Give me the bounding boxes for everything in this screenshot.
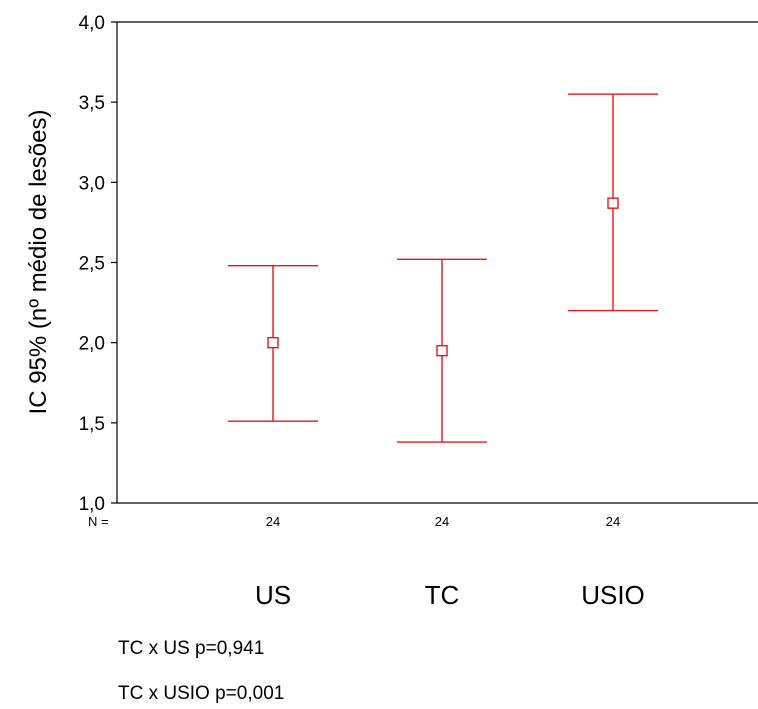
mean-marker [267,336,279,349]
n-value: 24 [266,514,280,529]
p-value-note-2: TC x USIO p=0,001 [118,683,285,704]
y-tick-label: 2,5 [79,254,105,275]
y-tick-label: 3,5 [79,93,105,114]
mean-marker [436,344,448,357]
p-value-note-1: TC x US p=0,941 [118,638,265,659]
error-bar-us [228,265,318,422]
y-tick-label: 3,0 [79,173,105,194]
n-value: 24 [606,514,620,529]
y-tick-label: 1,5 [79,414,105,435]
n-value: 24 [435,514,449,529]
category-label-us: US [255,580,291,610]
n-label: N = [88,514,109,529]
y-tick-label: 1,0 [79,494,105,515]
y-tick-label: 4,0 [79,13,105,34]
y-axis-label: IC 95% (nº médio de lesões) [25,110,52,415]
category-label-usio: USIO [581,580,645,610]
category-label-tc: TC [425,580,460,610]
mean-marker [607,197,619,209]
error-bar-tc [397,258,487,443]
error-bar-usio [568,93,658,312]
y-tick-label: 2,0 [79,334,105,355]
